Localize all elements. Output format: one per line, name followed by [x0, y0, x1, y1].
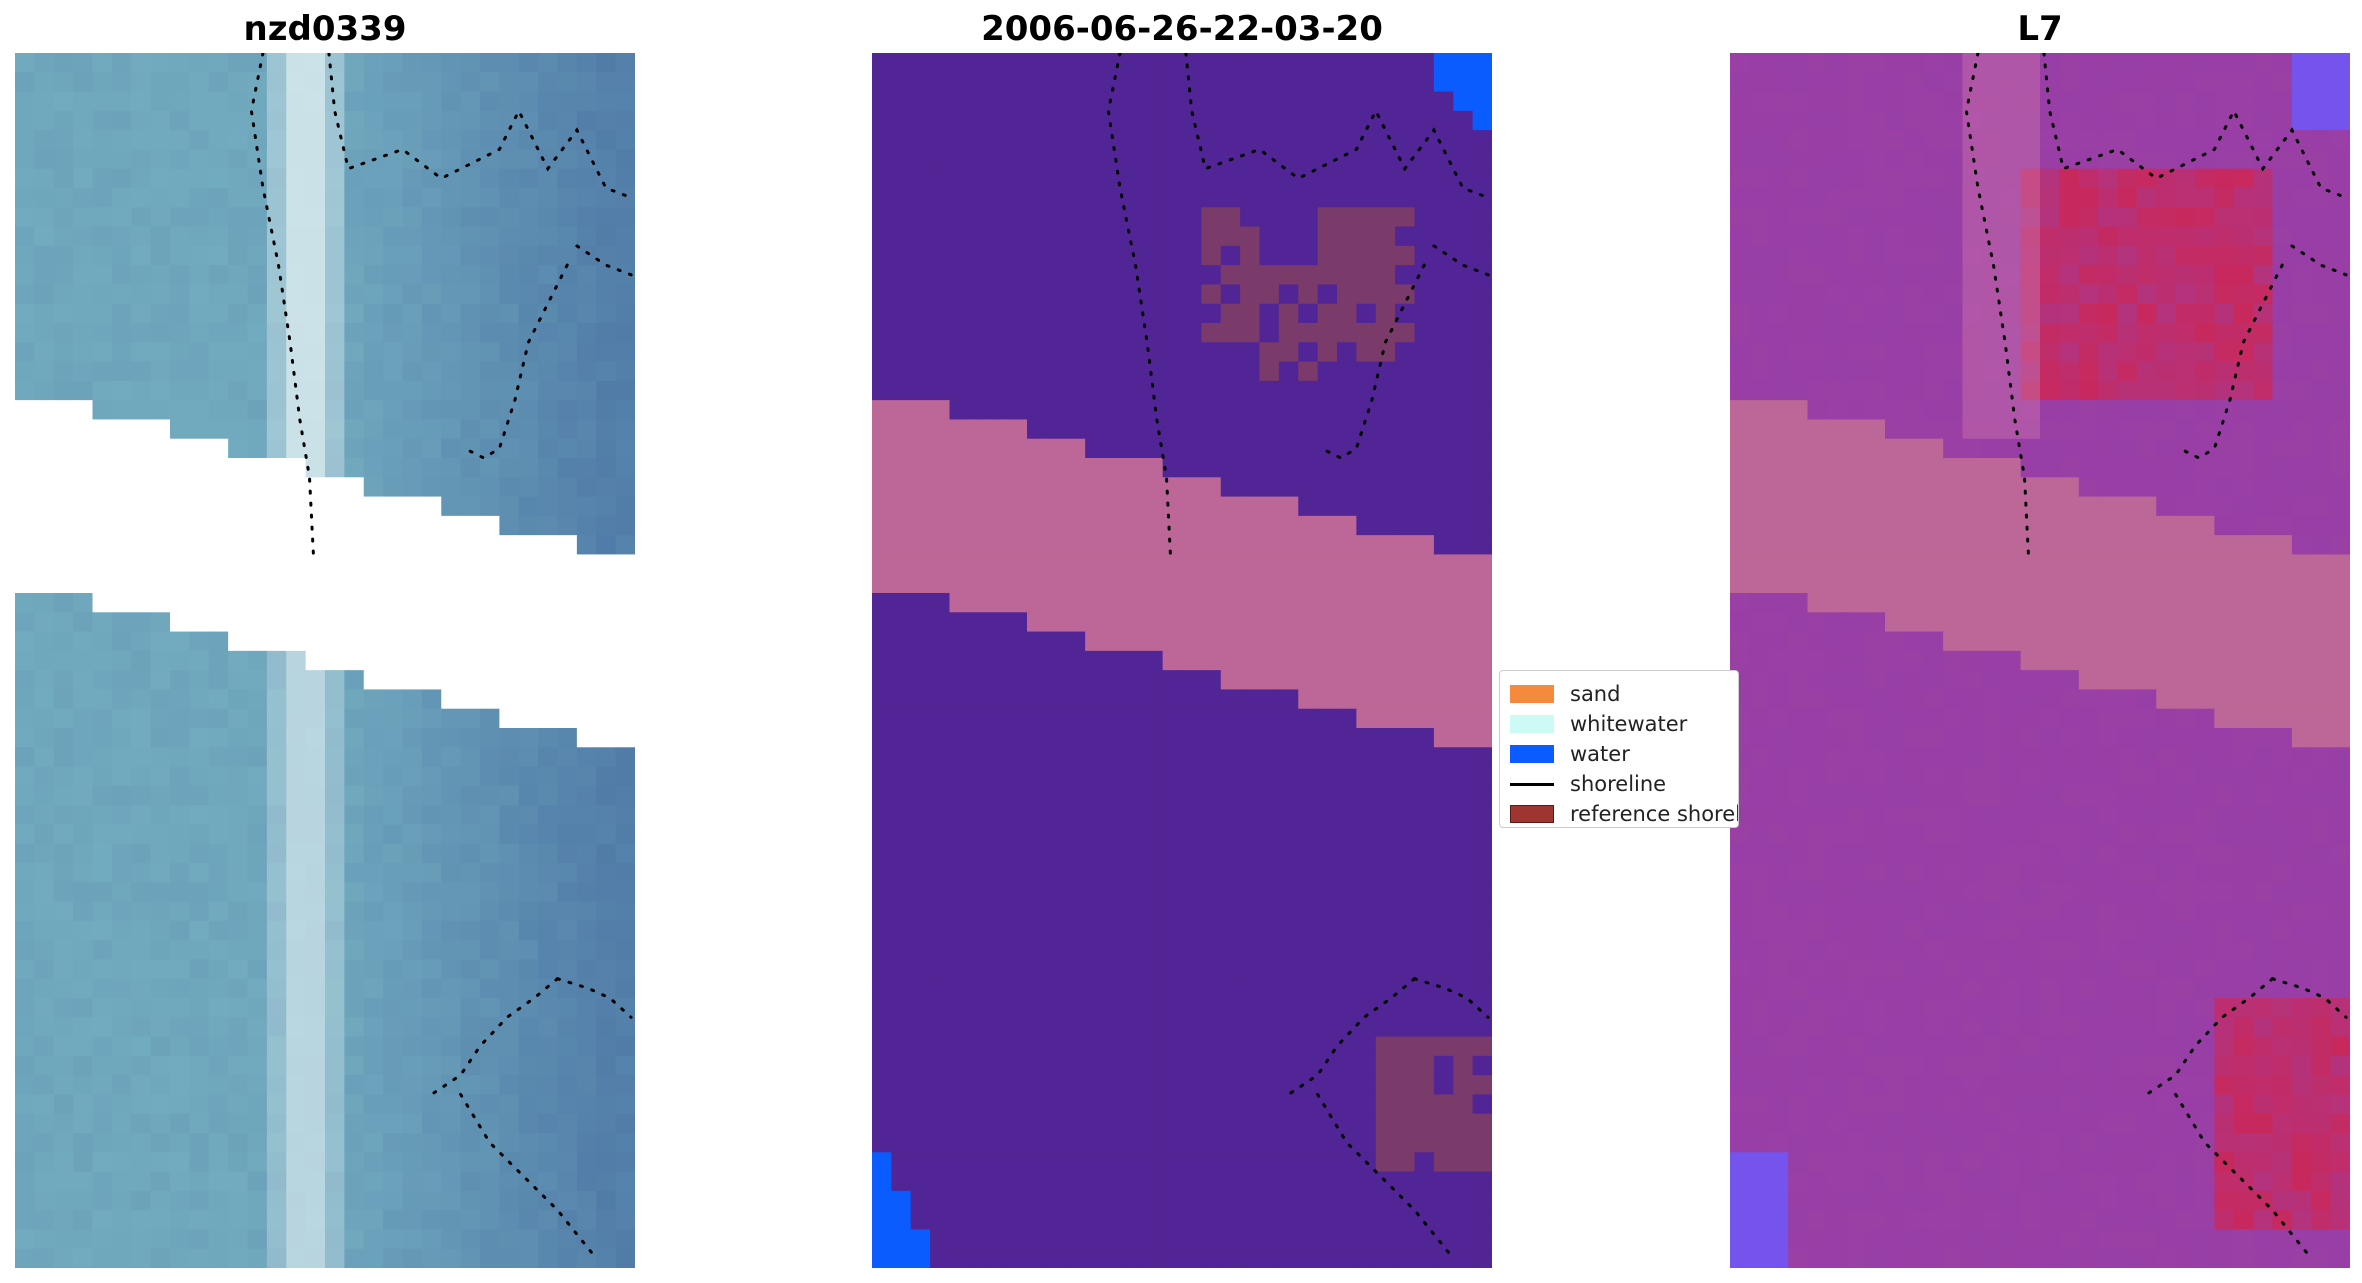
legend-label: water — [1570, 742, 1630, 766]
legend-item-shoreline: shoreline — [1510, 769, 1738, 799]
shoreline-dots — [1287, 977, 1416, 1096]
shoreline-dots — [249, 53, 315, 556]
index-panel — [1730, 53, 2350, 1268]
legend: sand whitewater water shoreline referenc… — [1499, 670, 1739, 828]
shoreline-dots — [2174, 1092, 2313, 1260]
panel-title-date: 2006-06-26-22-03-20 — [981, 9, 1383, 49]
shoreline-dots — [1432, 244, 1490, 277]
panel-title-satellite: L7 — [2017, 9, 2063, 49]
whitewater-swatch — [1510, 715, 1554, 733]
index-image — [1730, 53, 2350, 1268]
shoreline-dots — [2042, 53, 2348, 200]
legend-item-sand: sand — [1510, 679, 1738, 709]
classification-panel — [872, 53, 1492, 1268]
shoreline-dots — [1184, 53, 1490, 200]
panel-title-rgb: nzd0339 — [243, 9, 407, 49]
shoreline-dots — [1106, 53, 1172, 556]
sand-swatch — [1510, 685, 1554, 703]
legend-label: sand — [1570, 682, 1621, 706]
shoreline-dots — [430, 977, 559, 1096]
shoreline-dots — [575, 244, 633, 277]
shoreline-dots — [2145, 977, 2274, 1096]
shoreline-dots — [2178, 263, 2284, 460]
rgb-image-panel — [15, 53, 635, 1268]
shoreline-dots — [459, 1092, 598, 1260]
legend-item-whitewater: whitewater — [1510, 709, 1738, 739]
shoreline-dots — [1964, 53, 2030, 556]
reference-shoreline-swatch — [1510, 805, 1554, 823]
shoreline-dots — [1316, 1092, 1455, 1260]
water-swatch — [1510, 745, 1554, 763]
shoreline-dots — [463, 263, 569, 460]
legend-label: shoreline — [1570, 772, 1667, 796]
shoreline-dots — [327, 53, 633, 200]
legend-item-reference-shoreline: reference shoreline — [1510, 799, 1738, 827]
shoreline-line-icon — [1510, 782, 1554, 786]
shoreline-dots — [1320, 263, 1426, 460]
legend-item-water: water — [1510, 739, 1738, 769]
legend-label: reference shoreline — [1570, 802, 1738, 826]
shoreline-dots — [2290, 244, 2348, 277]
classification-image — [872, 53, 1492, 1268]
rgb-image — [15, 53, 635, 1268]
legend-label: whitewater — [1570, 712, 1688, 736]
